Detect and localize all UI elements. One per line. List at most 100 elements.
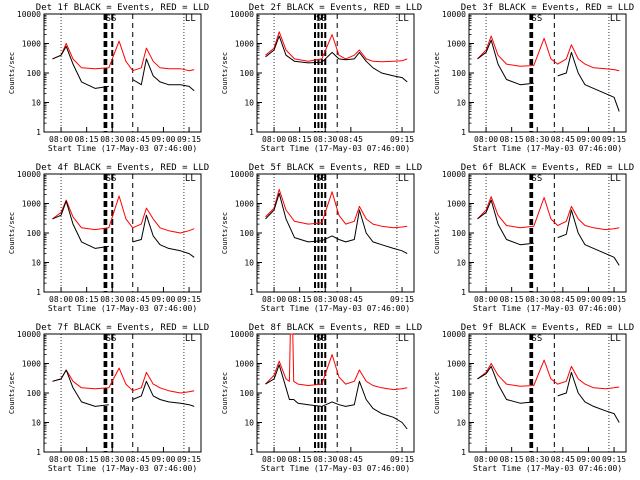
x-axis-label: Start Time (17-May-03 07:46:00) [261,464,410,473]
y-tick-label: 1 [36,128,41,137]
x-tick-label: 08:45 [126,135,150,144]
series-line-events [477,199,620,266]
series-line-events [477,39,620,112]
detector-panel-7: Det 7f BLACK = Events, RED = LLD 1 10 100 10… [8,323,209,473]
plot-frame [468,333,627,453]
marker-label-ll: LL [398,334,409,344]
series-line-events [477,365,620,423]
y-tick-label: 10000 [230,10,254,19]
x-axis-label: Start Time (17-May-03 07:46:00) [48,144,197,153]
x-tick-label: 09:00 [576,295,600,304]
x-axis-label: Start Time (17-May-03 07:46:00) [473,464,622,473]
plot-frame [256,173,415,293]
x-axis-label: Start Time (17-May-03 07:46:00) [473,304,622,313]
marker-label-ll: LL [610,334,621,344]
x-tick-label: 09:15 [602,295,626,304]
x-tick-label: 09:15 [602,455,626,464]
series-line-lld [52,367,195,394]
x-tick-label: 08:00 [262,455,286,464]
x-tick-label: 09:00 [576,455,600,464]
y-tick-label: 10 [244,419,254,428]
y-tick-label: 10000 [17,170,41,179]
x-tick-label: 08:30 [100,135,124,144]
y-tick-label: 100 [27,69,42,78]
marker-label-ss: SS [531,334,542,344]
y-tick-label: 1000 [235,40,254,49]
y-tick-label: 10000 [230,330,254,339]
detector-panel-9: Det 9f BLACK = Events, RED = LLD 1 10 100 10… [433,323,634,473]
detector-panel-4: Det 4f BLACK = Events, RED = LLD 1 10 100 10… [8,163,209,313]
y-axis-label: Counts/sec [8,212,16,254]
x-tick-label: 08:00 [262,295,286,304]
x-tick-label: 08:15 [75,295,99,304]
x-axis-label: Start Time (17-May-03 07:46:00) [48,304,197,313]
y-tick-label: 1000 [447,360,466,369]
series-line-lld [265,31,408,63]
marker-label-ss: SS [106,174,117,184]
marker-label-ss: SS [316,14,327,24]
panel-title: Det 3f BLACK = Events, RED = LLD [461,3,634,13]
x-tick-label: 09:15 [390,295,414,304]
plot-frame [256,333,415,453]
x-tick-label: 08:30 [100,295,124,304]
y-tick-label: 1 [461,448,466,457]
x-tick-label: 08:30 [100,455,124,464]
x-tick-label: 09:15 [177,455,201,464]
y-tick-label: 1 [249,128,254,137]
marker-label-ss: SS [106,14,117,24]
x-axis-label: Start Time (17-May-03 07:46:00) [473,144,622,153]
series-line-events [52,200,195,258]
x-tick-label: 08:15 [288,135,312,144]
y-tick-label: 10 [31,419,41,428]
y-tick-label: 100 [452,389,467,398]
series-line-events [52,45,195,92]
marker-label-ll: LL [398,174,409,184]
panel-title: Det 2f BLACK = Events, RED = LLD [249,3,422,13]
y-axis-label: Counts/sec [8,52,16,94]
series-line-events [265,192,408,255]
series-line-lld [477,196,620,231]
x-axis-label: Start Time (17-May-03 07:46:00) [261,144,410,153]
x-tick-label: 08:30 [313,295,337,304]
series-line-lld [265,333,408,391]
marker-label-ll: LL [398,14,409,24]
marker-label-ll: LL [610,14,621,24]
series-line-lld [477,359,620,390]
detector-panel-3: Det 3f BLACK = Events, RED = LLD 1 10 100 10… [433,3,634,153]
x-tick-label: 09:15 [177,295,201,304]
x-tick-label: 08:15 [500,135,524,144]
y-tick-label: 10 [456,419,466,428]
x-tick-label: 08:00 [474,295,498,304]
x-tick-label: 08:30 [313,135,337,144]
plot-frame [468,13,627,133]
panel-title: Det 9f BLACK = Events, RED = LLD [461,323,634,333]
marker-label-ss: SS [531,14,542,24]
plot-frame [43,13,202,133]
y-axis-label: Counts/sec [221,212,229,254]
x-tick-label: 08:45 [339,295,363,304]
series-line-events [52,369,195,407]
y-tick-label: 1 [461,128,466,137]
plot-frame [43,173,202,293]
marker-label-ss: SS [531,174,542,184]
marker-label-ll: LL [185,334,196,344]
y-tick-label: 1000 [22,360,41,369]
x-tick-label: 08:30 [313,455,337,464]
y-axis-label: Counts/sec [433,372,441,414]
series-line-lld [477,35,620,72]
x-axis-label: Start Time (17-May-03 07:46:00) [48,464,197,473]
panel-title: Det 6f BLACK = Events, RED = LLD [461,163,634,173]
marker-label-ss: SS [316,334,327,344]
x-tick-label: 09:00 [151,295,175,304]
y-tick-label: 100 [452,229,467,238]
panel-title: Det 8f BLACK = Events, RED = LLD [249,323,422,333]
x-tick-label: 08:15 [75,135,99,144]
x-tick-label: 09:15 [602,135,626,144]
y-tick-label: 10000 [17,10,41,19]
y-tick-label: 10 [244,99,254,108]
x-tick-label: 09:15 [177,135,201,144]
plot-frame [256,13,415,133]
panel-title: Det 7f BLACK = Events, RED = LLD [36,323,209,333]
y-tick-label: 10000 [17,330,41,339]
x-tick-label: 08:45 [339,135,363,144]
